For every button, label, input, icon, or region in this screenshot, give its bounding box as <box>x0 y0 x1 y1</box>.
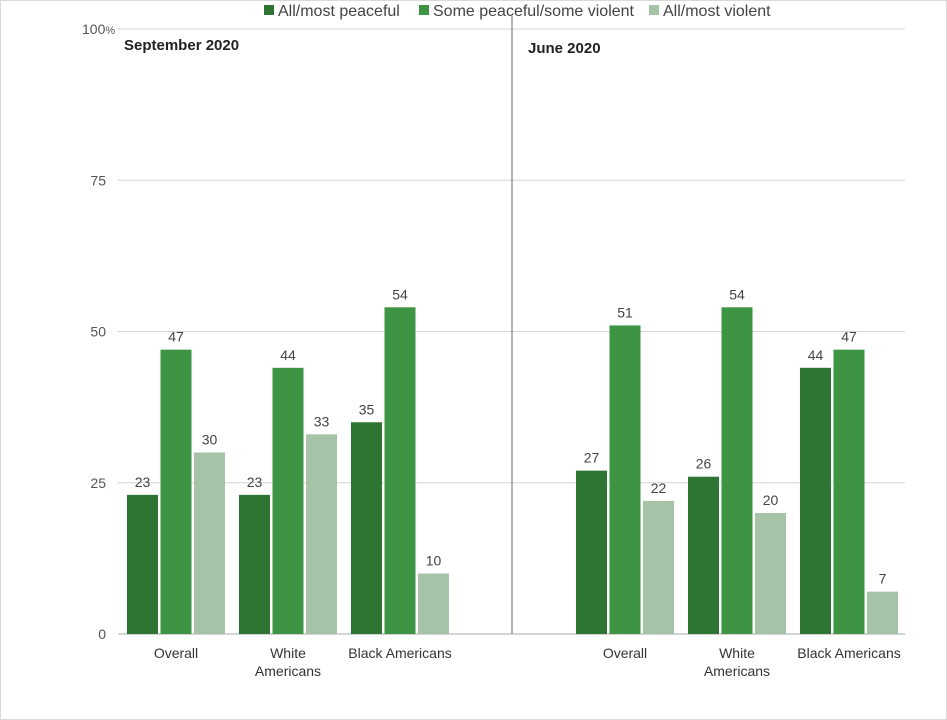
data-label-0-2-1: 54 <box>392 286 408 302</box>
legend-label-0: All/most peaceful <box>278 3 400 20</box>
panel-title-1: June 2020 <box>528 40 601 57</box>
data-label-1-0-0: 27 <box>584 450 600 466</box>
data-label-1-2-1: 47 <box>841 329 857 345</box>
gridlines <box>118 16 905 635</box>
bar-0-1-0 <box>239 494 270 634</box>
bar-1-2-0 <box>800 367 831 634</box>
bar-1-0-0 <box>576 470 607 634</box>
category-label-1-1-0: White <box>719 645 755 661</box>
y-tick-label-75: 75 <box>90 172 106 188</box>
data-label-1-1-0: 26 <box>696 456 712 472</box>
data-label-0-2-2: 10 <box>426 553 442 569</box>
bar-1-1-1 <box>721 307 753 634</box>
data-label-0-1-1: 44 <box>280 347 296 363</box>
data-label-1-0-1: 51 <box>617 304 633 320</box>
bars <box>127 307 898 634</box>
legend-label-1: Some peaceful/some violent <box>433 3 635 20</box>
data-label-1-0-2: 22 <box>651 480 667 496</box>
category-label-0-0-0: Overall <box>154 645 198 661</box>
bar-0-1-1 <box>272 367 304 634</box>
legend-swatch-2 <box>649 5 659 15</box>
category-label-1-2-0: Black Americans <box>797 645 900 661</box>
data-label-0-2-0: 35 <box>359 401 375 417</box>
bar-0-1-2 <box>306 434 337 634</box>
data-label-0-1-2: 33 <box>314 413 330 429</box>
bar-0-2-0 <box>351 422 382 634</box>
legend: All/most peaceful Some peaceful/some viol… <box>264 3 771 20</box>
data-label-0-0-0: 23 <box>135 474 151 490</box>
legend-swatch-0 <box>264 5 274 15</box>
data-label-0-1-0: 23 <box>247 474 263 490</box>
panel-titles: September 2020 June 2020 <box>124 37 601 57</box>
y-tick-label-50: 50 <box>90 324 106 340</box>
bar-1-1-2 <box>755 513 786 634</box>
data-label-1-2-0: 44 <box>808 347 824 363</box>
category-label-0-1-0: White <box>270 645 306 661</box>
panel-title-0: September 2020 <box>124 37 239 54</box>
y-tick-label-0: 0 <box>98 626 106 642</box>
legend-swatch-1 <box>419 5 429 15</box>
bar-0-0-1 <box>160 349 192 634</box>
y-tick-label-100: 100% <box>82 21 115 37</box>
bar-0-2-2 <box>418 573 449 634</box>
bar-0-0-0 <box>127 494 158 634</box>
category-label-0-2-0: Black Americans <box>348 645 451 661</box>
data-label-1-2-2: 7 <box>879 571 887 587</box>
data-labels: 23 47 30 23 44 33 35 54 10 27 51 22 26 54 20 44 47 7 <box>135 286 887 586</box>
data-label-1-1-1: 54 <box>729 286 745 302</box>
category-label-1-1-1: Americans <box>704 663 770 679</box>
bar-0-0-2 <box>194 452 225 634</box>
category-label-0-1-1: Americans <box>255 663 321 679</box>
bar-1-2-2 <box>867 591 898 634</box>
y-tick-label-25: 25 <box>90 475 106 491</box>
data-label-0-0-2: 30 <box>202 432 218 448</box>
data-label-0-0-1: 47 <box>168 329 184 345</box>
bar-1-0-1 <box>609 325 641 634</box>
bar-1-2-1 <box>833 349 865 634</box>
bar-0-2-1 <box>384 307 416 634</box>
category-label-1-0-0: Overall <box>603 645 647 661</box>
y-axis: 0 25 50 75 100% <box>82 21 115 642</box>
bar-1-0-2 <box>643 500 674 634</box>
category-labels: Overall White Americans Black Americans Over… <box>154 645 901 679</box>
bar-1-1-0 <box>688 476 719 634</box>
legend-label-2: All/most violent <box>663 3 771 20</box>
data-label-1-1-2: 20 <box>763 492 779 508</box>
